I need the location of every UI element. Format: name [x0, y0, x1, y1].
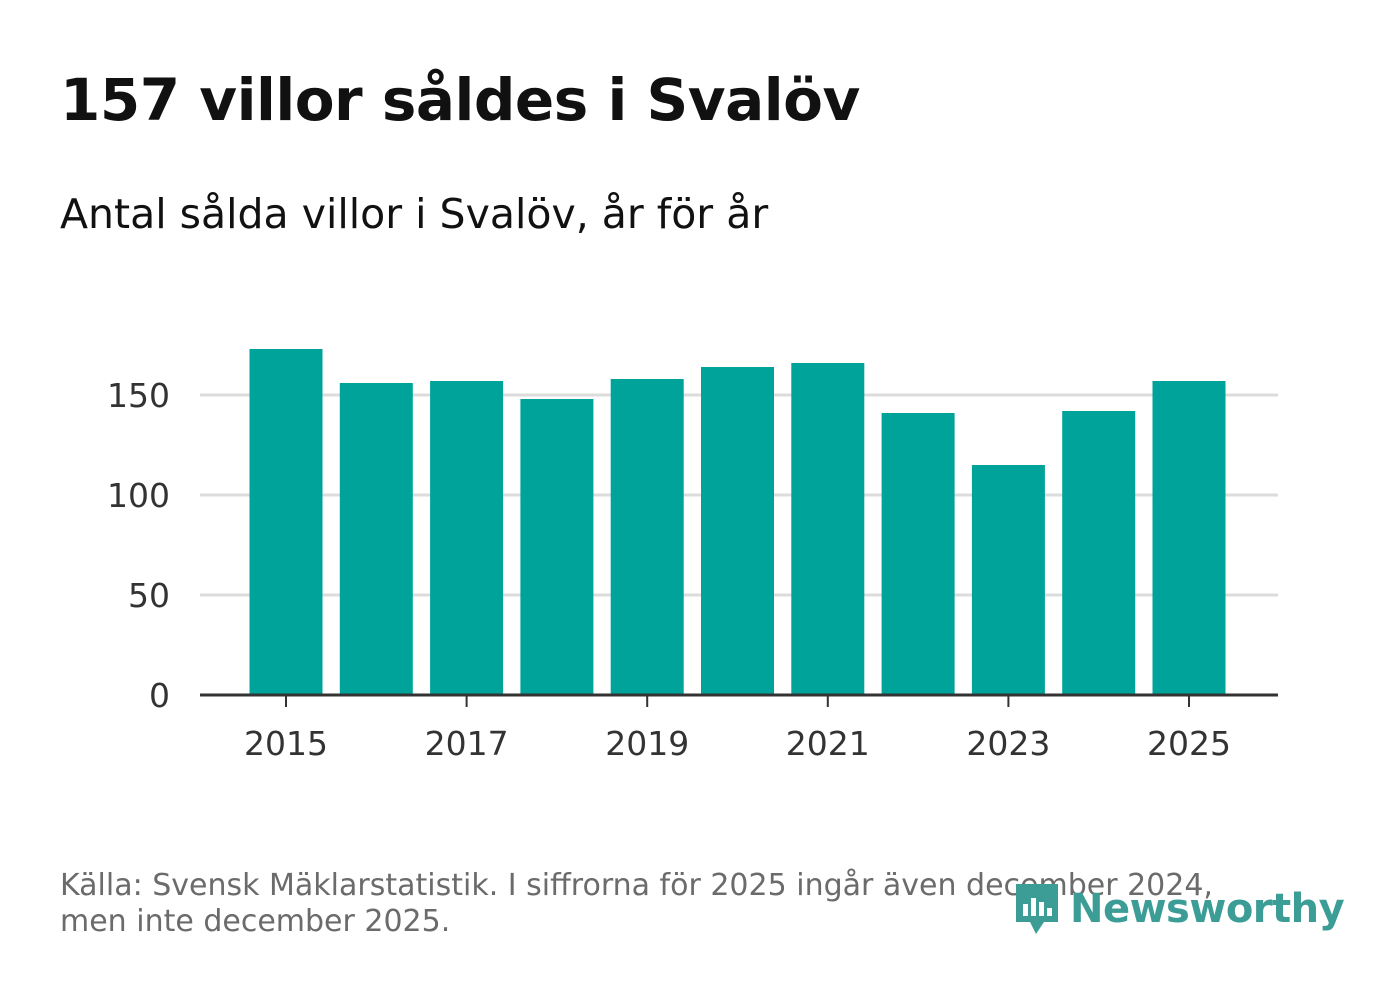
brand-logo: Newsworthy	[1012, 880, 1345, 938]
bar-2023	[971, 465, 1045, 695]
x-tick-label-2023: 2023	[966, 724, 1050, 763]
y-tick-label-150: 150	[107, 376, 170, 415]
bar-2019	[610, 379, 684, 695]
x-tick-label-2025: 2025	[1147, 724, 1231, 763]
bar-2021	[791, 363, 865, 695]
x-tick-label-2019: 2019	[605, 724, 689, 763]
x-tick-label-2017: 2017	[425, 724, 509, 763]
y-tick-label-50: 50	[128, 576, 170, 615]
chart-subtitle: Antal sålda villor i Svalöv, år för år	[60, 190, 769, 238]
bar-2015	[249, 349, 323, 695]
x-tick-label-2021: 2021	[786, 724, 870, 763]
bar-2020	[701, 367, 774, 695]
source-note-line-2: men inte december 2025.	[60, 904, 451, 939]
bar-2017	[430, 381, 504, 695]
chart-title: 157 villor såldes i Svalöv	[60, 66, 860, 134]
y-tick-label-0: 0	[149, 676, 170, 715]
bar-2018	[520, 399, 594, 695]
bar-2022	[881, 413, 955, 695]
bar-2025	[1152, 381, 1226, 695]
bar-2016	[339, 383, 413, 695]
x-tick-label-2015: 2015	[244, 724, 328, 763]
y-tick-label-100: 100	[107, 476, 170, 515]
brand-name: Newsworthy	[1070, 886, 1345, 932]
newsworthy-logo-icon	[1016, 884, 1058, 934]
bar-2024	[1062, 411, 1136, 695]
